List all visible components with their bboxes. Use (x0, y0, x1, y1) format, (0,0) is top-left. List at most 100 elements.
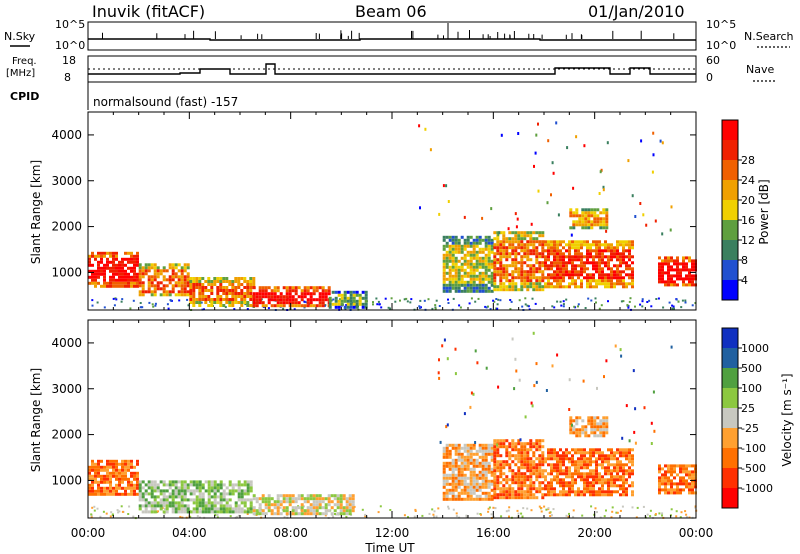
heatmap-cell (315, 286, 319, 290)
heatmap-cell (159, 480, 163, 484)
heatmap-cell (499, 466, 503, 470)
heatmap-cell (679, 467, 682, 471)
heatmap-cell (124, 269, 127, 273)
heatmap-cell (670, 473, 673, 477)
heatmap-cell (487, 289, 491, 293)
heatmap-cell (526, 231, 530, 235)
heatmap-cell (445, 452, 449, 456)
heatmap-cell (312, 512, 316, 516)
heatmap-cell (595, 264, 598, 268)
heatmap-cell (604, 481, 607, 485)
noise-cell (484, 305, 487, 308)
heatmap-cell (481, 277, 485, 281)
noise-cell (489, 308, 492, 311)
noise-cell (485, 306, 488, 309)
heatmap-cell (124, 486, 127, 490)
heatmap-cell (448, 283, 452, 287)
heatmap-cell (460, 250, 464, 254)
heatmap-cell (505, 237, 509, 241)
heatmap-cell (550, 282, 553, 286)
heatmap-cell (466, 241, 470, 245)
heatmap-cell (541, 252, 545, 256)
noise-cell (661, 514, 663, 517)
heatmap-cell (106, 284, 109, 288)
heatmap-cell (324, 509, 328, 513)
heatmap-cell (586, 460, 589, 464)
heatmap-cell (523, 237, 527, 241)
heatmap-cell (580, 264, 583, 268)
heatmap-cell (575, 431, 579, 435)
heatmap-cell (529, 472, 533, 476)
heatmap-cell (475, 449, 479, 453)
heatmap-cell (523, 252, 527, 256)
heatmap-cell (171, 284, 175, 288)
heatmap-cell (493, 255, 497, 259)
heatmap-cell (619, 240, 622, 244)
heatmap-cell (475, 461, 479, 465)
heatmap-cell (544, 487, 547, 491)
heatmap-cell (556, 264, 559, 268)
heatmap-cell (493, 454, 497, 458)
heatmap-cell (225, 507, 229, 511)
heatmap-cell (574, 249, 577, 253)
heatmap-cell (667, 283, 670, 287)
heatmap-cell (225, 298, 229, 301)
noise-cell (662, 306, 665, 309)
heatmap-cell (138, 275, 142, 279)
heatmap-cell (610, 246, 613, 250)
heatmap-cell (315, 512, 319, 516)
heatmap-cell (195, 301, 199, 304)
heatmap-cell (136, 260, 139, 264)
heatmap-cell (571, 246, 574, 250)
heatmap-cell (189, 301, 193, 304)
heatmap-cell (565, 481, 568, 485)
heatmap-cell (121, 486, 124, 490)
heatmap-cell (150, 492, 154, 496)
heatmap-cell (100, 266, 103, 270)
heatmap-cell (475, 250, 479, 254)
heatmap-cell (682, 259, 685, 263)
heatmap-cell (136, 459, 139, 463)
heatmap-cell (291, 512, 295, 516)
heatmap-cell (481, 464, 485, 468)
heatmap-cell (593, 217, 597, 221)
heatmap-cell (442, 452, 446, 456)
heatmap-cell (487, 470, 491, 474)
heatmap-cell (448, 280, 452, 284)
heatmap-cell (106, 489, 109, 493)
heatmap-cell (330, 512, 334, 516)
heatmap-cell (183, 266, 187, 270)
heatmap-cell (222, 510, 226, 514)
heatmap-cell (571, 484, 574, 488)
nsky-series-line (88, 38, 696, 41)
heatmap-cell (535, 231, 539, 235)
heatmap-cell (691, 470, 694, 474)
heatmap-cell (189, 298, 193, 301)
heatmap-cell (625, 469, 628, 473)
heatmap-cell (601, 454, 604, 458)
heatmap-cell (661, 274, 664, 278)
noise-cell (684, 301, 687, 304)
heatmap-cell (562, 457, 565, 461)
heatmap-cell (514, 445, 518, 449)
heatmap-cell (511, 469, 515, 473)
heatmap-cell (451, 277, 455, 281)
heatmap-cell (463, 286, 467, 290)
heatmap-cell (463, 479, 467, 483)
scatter-cell (583, 144, 586, 148)
heatmap-cell (171, 290, 175, 294)
heatmap-cell (100, 257, 103, 261)
heatmap-cell (276, 286, 280, 290)
heatmap-cell (246, 483, 250, 487)
heatmap-cell (297, 295, 301, 299)
heatmap-cell (556, 258, 559, 262)
heatmap-cell (685, 473, 688, 477)
heatmap-cell (124, 251, 127, 255)
heatmap-cell (535, 288, 539, 292)
heatmap-cell (529, 457, 533, 461)
heatmap-cell (228, 298, 232, 301)
heatmap-cell (562, 484, 565, 488)
heatmap-cell (559, 243, 562, 247)
heatmap-cell (565, 466, 568, 470)
scatter-cell (533, 384, 536, 388)
